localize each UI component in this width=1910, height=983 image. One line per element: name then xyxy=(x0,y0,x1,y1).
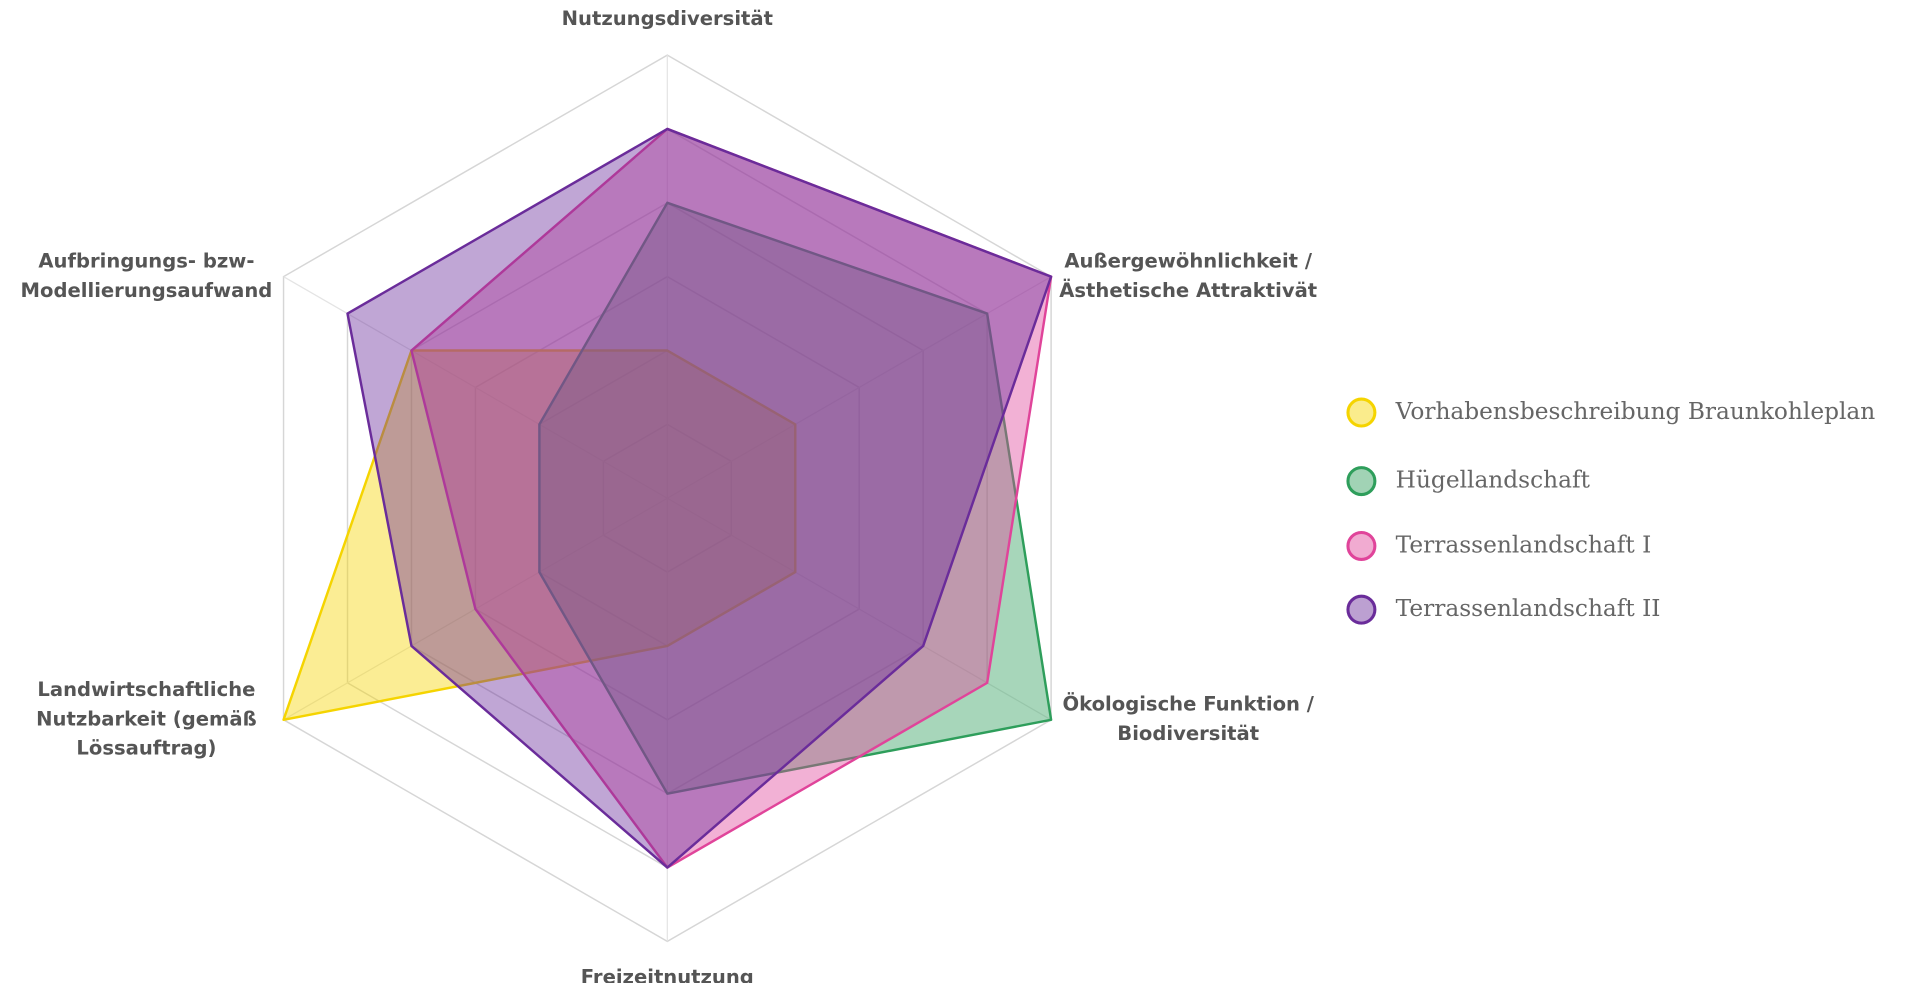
axis-label-line: Nutzbarkeit (gemäß xyxy=(36,707,257,730)
axis-label: Freizeitnutzung xyxy=(581,966,754,983)
axis-label: Landwirtschaftliche Nutzbarkeit (gemäß Lös… xyxy=(36,678,257,760)
legend-marker xyxy=(1346,397,1377,428)
axis-label-line: Außergewöhnlichkeit / xyxy=(1064,249,1312,272)
axis-label-line: Biodiversität xyxy=(1117,722,1259,745)
axis-label: Außergewöhnlichkeit / Ästhetische Attrakt… xyxy=(1059,249,1317,301)
axis-label-line: Freizeitnutzung xyxy=(581,966,754,983)
axis-label-line: Landwirtschaftliche xyxy=(37,678,255,701)
axis-label-line: Aufbringungs- bzw- xyxy=(38,249,254,272)
axis-label: Aufbringungs- bzw- Modellierungsaufwand xyxy=(21,249,273,301)
legend-label: Terrassenlandschaft II xyxy=(1396,595,1661,622)
axis-label: Ökologische Funktion / Biodiversität xyxy=(1062,692,1314,745)
axis-label-line: Lössauftrag) xyxy=(76,737,216,760)
legend-label: Vorhabensbeschreibung Braunkohleplan xyxy=(1395,398,1876,425)
legend-marker xyxy=(1346,594,1377,625)
legend-marker xyxy=(1346,466,1377,497)
axis-label-line: Ästhetische Attraktivät xyxy=(1059,278,1317,302)
legend-label: Hügellandschaft xyxy=(1396,467,1591,494)
axis-label: Nutzungsdiversität xyxy=(562,7,773,30)
axis-label-line: Modellierungsaufwand xyxy=(21,279,273,302)
legend-marker xyxy=(1346,530,1377,561)
legend-label: Terrassenlandschaft I xyxy=(1396,531,1652,558)
axis-label-line: Nutzungsdiversität xyxy=(562,7,773,30)
axis-label-line: Ökologische Funktion / xyxy=(1062,692,1314,716)
series-area xyxy=(346,127,1053,869)
